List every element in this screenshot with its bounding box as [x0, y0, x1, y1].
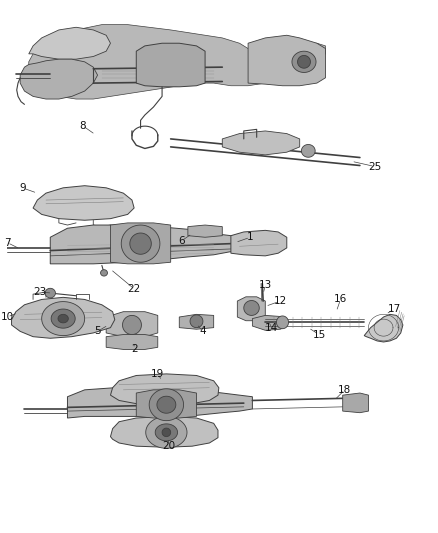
Polygon shape — [101, 270, 107, 276]
Polygon shape — [110, 416, 218, 447]
Polygon shape — [146, 416, 187, 448]
Polygon shape — [123, 316, 141, 335]
Polygon shape — [136, 390, 197, 418]
Text: 18: 18 — [338, 385, 351, 395]
Polygon shape — [51, 309, 75, 328]
Text: 19: 19 — [151, 369, 164, 379]
Polygon shape — [252, 316, 287, 330]
Polygon shape — [162, 428, 171, 437]
Polygon shape — [343, 393, 368, 413]
Text: 22: 22 — [127, 284, 141, 294]
Text: 7: 7 — [4, 238, 11, 247]
Polygon shape — [149, 389, 184, 421]
Polygon shape — [292, 51, 316, 72]
Text: 5: 5 — [94, 326, 101, 336]
Polygon shape — [222, 131, 300, 155]
Polygon shape — [42, 302, 85, 336]
Text: 15: 15 — [312, 329, 326, 340]
Polygon shape — [58, 314, 68, 323]
Text: 20: 20 — [162, 441, 175, 451]
Text: 4: 4 — [200, 326, 206, 336]
Polygon shape — [45, 288, 56, 298]
Polygon shape — [237, 297, 265, 321]
Polygon shape — [33, 185, 134, 220]
Text: 16: 16 — [334, 294, 347, 304]
Polygon shape — [29, 25, 325, 99]
Text: 8: 8 — [79, 120, 86, 131]
Polygon shape — [179, 314, 214, 329]
Polygon shape — [301, 144, 315, 157]
Polygon shape — [364, 314, 403, 342]
Polygon shape — [244, 301, 259, 316]
Polygon shape — [29, 27, 110, 59]
Polygon shape — [121, 225, 160, 262]
Text: 14: 14 — [265, 323, 279, 333]
Text: 13: 13 — [259, 280, 272, 290]
Polygon shape — [248, 35, 325, 86]
Polygon shape — [110, 374, 219, 405]
Polygon shape — [110, 223, 171, 264]
Polygon shape — [155, 424, 177, 441]
Polygon shape — [67, 387, 252, 418]
Text: 23: 23 — [33, 287, 46, 297]
Polygon shape — [157, 396, 176, 413]
Text: 25: 25 — [368, 161, 381, 172]
Polygon shape — [231, 230, 287, 256]
Text: 2: 2 — [131, 344, 138, 354]
Polygon shape — [190, 315, 203, 328]
Polygon shape — [297, 55, 311, 68]
Polygon shape — [276, 316, 289, 329]
Polygon shape — [106, 312, 158, 337]
Polygon shape — [106, 335, 158, 350]
Polygon shape — [20, 59, 98, 99]
Polygon shape — [11, 297, 115, 338]
Text: 17: 17 — [388, 304, 401, 314]
Text: 6: 6 — [178, 236, 185, 246]
Text: 12: 12 — [274, 296, 287, 306]
Text: 1: 1 — [247, 232, 254, 243]
Polygon shape — [136, 43, 205, 87]
Text: 10: 10 — [1, 312, 14, 322]
Polygon shape — [130, 233, 151, 254]
Polygon shape — [50, 225, 244, 264]
Polygon shape — [188, 225, 222, 237]
Text: 9: 9 — [19, 183, 25, 193]
